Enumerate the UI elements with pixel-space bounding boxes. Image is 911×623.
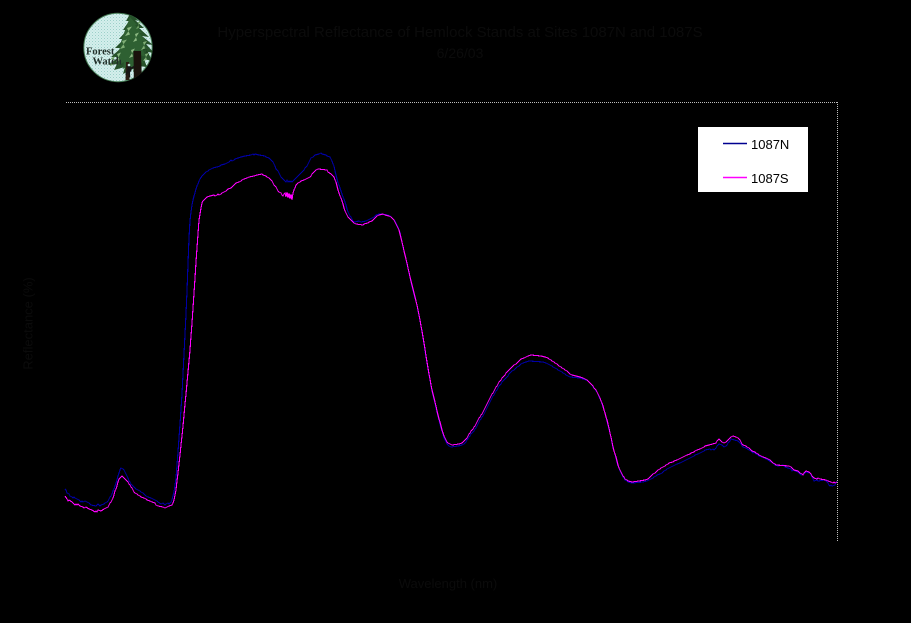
svg-text:Watch: Watch [93,57,122,68]
svg-text:Forest: Forest [86,47,115,58]
